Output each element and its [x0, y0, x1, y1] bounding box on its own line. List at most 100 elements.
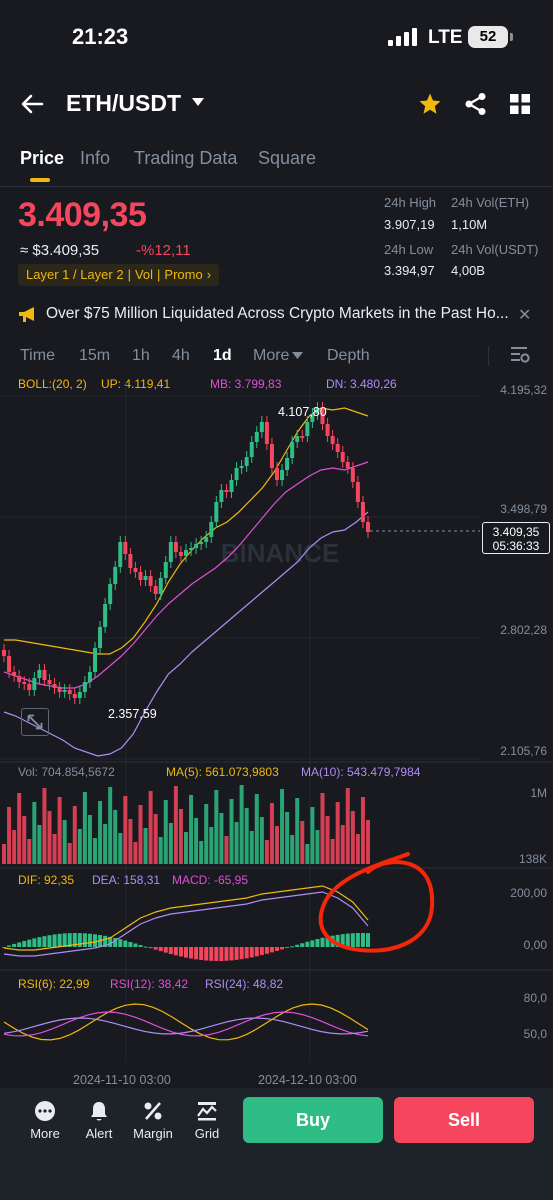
macd-histogram-bar [82, 933, 87, 947]
candle-body [77, 692, 82, 698]
tag-promo[interactable]: Promo [164, 267, 203, 282]
nav-more[interactable]: More [19, 1100, 71, 1141]
nav-margin[interactable]: Margin [127, 1100, 179, 1141]
candlestick-chart[interactable]: BINANCE [0, 372, 553, 1072]
volume-bar [47, 811, 52, 864]
tab-square[interactable]: Square [258, 148, 317, 168]
macd-histogram-bar [47, 935, 52, 947]
rsi-axis-label: 80,0 [523, 991, 547, 1005]
macd-histogram-bar [249, 947, 254, 958]
volume-bars [2, 785, 370, 864]
volume-bar [32, 802, 37, 864]
macd-histogram-bar [133, 943, 138, 947]
macd-histogram-bar [229, 947, 234, 961]
signal-icon [388, 28, 417, 46]
volume-bar [335, 802, 340, 864]
volume-bar [275, 826, 279, 864]
tab-info[interactable]: Info [80, 148, 111, 168]
macd-histogram-bar [17, 942, 22, 947]
macd-histogram-bar [178, 947, 183, 957]
tag-layer[interactable]: Layer 1 / Layer 2 [26, 267, 124, 282]
volume-bar [234, 822, 239, 864]
volume-axis-label: 138K [518, 852, 547, 866]
margin-percent-icon [144, 1102, 162, 1120]
nav-alert[interactable]: Alert [73, 1100, 125, 1141]
date-axis-label: 2024-11-10 03:00 [73, 1073, 171, 1087]
tab-price[interactable]: Price [20, 148, 65, 168]
volume-bar [57, 797, 62, 864]
macd-panel [2, 885, 370, 961]
timeframe-more[interactable]: More [253, 347, 290, 364]
stat-24h-high-label: 24h High [384, 195, 437, 210]
timeframe-depth[interactable]: Depth [327, 347, 370, 364]
star-icon[interactable] [418, 92, 442, 116]
candle-body [280, 470, 285, 480]
back-arrow-icon[interactable] [20, 92, 44, 116]
caret-down-icon[interactable] [292, 352, 303, 360]
volume-bar [87, 815, 92, 864]
candle-body [12, 672, 17, 676]
rsi12: RSI(12): 38,42 [110, 977, 189, 991]
macd-histogram-bar [138, 945, 143, 947]
timeframe-15m[interactable]: 15m [79, 347, 111, 364]
timeframe-1d[interactable]: 1d [213, 347, 232, 364]
macd-histogram-bar [93, 934, 97, 947]
macd-histogram-bar [345, 933, 350, 947]
timeframe-1h[interactable]: 1h [132, 347, 150, 364]
date-axis-label: 2024-12-10 03:00 [258, 1073, 357, 1087]
category-tags[interactable]: Layer 1 / Layer 2 | Vol | Promo › [18, 264, 220, 286]
pair-title[interactable]: ETH/USDT [66, 90, 181, 116]
timeframe-time[interactable]: Time [20, 347, 55, 364]
volume-bar [229, 799, 234, 864]
chart-settings-icon[interactable] [510, 346, 530, 364]
volume-bar [295, 798, 300, 864]
stat-24h-vol-eth: 1,10M [451, 217, 488, 232]
macd-histogram-bar [305, 941, 310, 947]
macd-histogram-bar [52, 934, 57, 947]
tab-trading-data[interactable]: Trading Data [134, 148, 238, 168]
boll-dn: DN: 3.480,26 [326, 377, 397, 391]
macd-dif: DIF: 92,35 [18, 873, 75, 887]
tag-separator: | [127, 267, 131, 282]
candle-body [158, 578, 163, 594]
close-icon[interactable]: ✕ [518, 307, 532, 324]
battery-tip [510, 33, 513, 41]
news-headline[interactable]: Over $75 Million Liquidated Across Crypt… [46, 305, 508, 322]
volume-bar [366, 820, 370, 864]
timeframe-4h[interactable]: 4h [172, 347, 190, 364]
high-marker: 4.107,80 [278, 405, 327, 419]
boll-lower-line [3, 511, 369, 757]
caret-down-icon[interactable] [192, 98, 204, 107]
volume-ma10: MA(10): 543.479,7984 [301, 765, 421, 779]
macd-histogram-bar [275, 947, 279, 951]
candle-body [355, 482, 360, 502]
macd-histogram-bar [57, 933, 62, 947]
share-icon[interactable] [464, 92, 488, 116]
macd-histogram-bar [360, 933, 365, 947]
candle-body [67, 690, 72, 694]
volume-bar [22, 816, 27, 864]
macd-histogram-bar [103, 935, 108, 947]
sell-button[interactable]: Sell [394, 1097, 534, 1143]
chevron-right-icon: › [206, 267, 212, 282]
candle-body [98, 627, 103, 648]
grid-icon[interactable] [510, 94, 530, 114]
tag-vol[interactable]: Vol [134, 267, 154, 282]
macd-line [3, 885, 369, 951]
nav-grid[interactable]: Grid [181, 1100, 233, 1141]
macd-histogram-bar [325, 936, 330, 947]
volume-bar [204, 804, 209, 864]
candle-body [57, 688, 62, 692]
macd-histogram-bar [264, 947, 269, 954]
last-price: 3.409,35 [18, 196, 147, 234]
volume-value: Vol: 704.854,5672 [18, 765, 115, 779]
candle-body [163, 562, 168, 578]
buy-button[interactable]: Buy [243, 1097, 383, 1143]
volume-bar [305, 844, 310, 864]
expand-icon[interactable] [21, 708, 49, 736]
macd-histogram-bar [239, 947, 244, 960]
macd-histogram-bar [244, 947, 249, 959]
volume-bar [199, 841, 204, 864]
candle-body [325, 424, 330, 436]
macd-histogram-bar [37, 937, 42, 947]
